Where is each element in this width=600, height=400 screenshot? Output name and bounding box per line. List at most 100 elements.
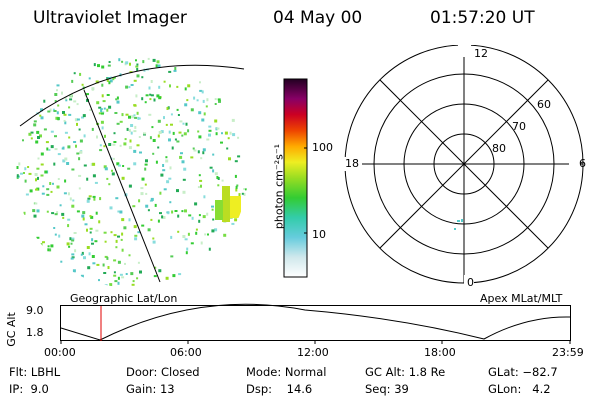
speckle-pixel <box>36 236 40 239</box>
speckle-pixel <box>214 103 217 105</box>
speckle-pixel <box>101 126 104 130</box>
speckle-pixel <box>133 104 137 107</box>
speckle-pixel <box>152 139 156 142</box>
speckle-pixel <box>165 276 169 280</box>
speckle-pixel <box>232 133 236 137</box>
speckle-pixel <box>97 64 100 68</box>
speckle-pixel <box>117 235 120 238</box>
speckle-pixel <box>125 61 129 65</box>
speckle-pixel <box>68 136 71 139</box>
speckle-pixel <box>208 129 212 132</box>
speckle-pixel <box>81 214 85 218</box>
speckle-pixel <box>112 77 115 81</box>
speckle-pixel <box>75 144 77 148</box>
speckle-pixel <box>112 143 116 146</box>
speckle-pixel <box>42 241 45 244</box>
speckle-pixel <box>141 224 145 227</box>
speckle-pixel <box>152 240 156 244</box>
speckle-pixel <box>52 182 54 185</box>
speckle-pixel <box>37 176 39 180</box>
speckle-pixel <box>136 111 139 115</box>
speckle-pixel <box>196 99 199 102</box>
speckle-pixel <box>178 273 182 276</box>
mlt-label-bottom: 0 <box>467 276 474 289</box>
speckle-pixel <box>50 190 53 193</box>
speckle-pixel <box>141 76 144 79</box>
speckle-pixel <box>54 233 57 236</box>
speckle-pixel <box>136 74 140 78</box>
speckle-pixel <box>67 218 71 221</box>
speckle-pixel <box>121 113 124 117</box>
speckle-pixel <box>70 94 73 97</box>
speckle-pixel <box>163 80 166 83</box>
speckle-pixel <box>104 167 108 171</box>
speckle-pixel <box>113 259 117 262</box>
gain-info: Gain: 13 <box>126 382 175 396</box>
speckle-pixel <box>64 157 68 161</box>
speckle-pixel <box>60 260 63 263</box>
speckle-pixel <box>35 178 37 182</box>
timeline-ytick-top: 9.0 <box>26 304 44 317</box>
speckle-pixel <box>88 252 91 256</box>
speckle-pixel <box>152 237 155 240</box>
speckle-pixel <box>184 209 187 213</box>
speckle-pixel <box>54 213 58 216</box>
speckle-pixel <box>134 125 137 129</box>
time-label: 01:57:20 UT <box>430 8 535 28</box>
color-scale-bar <box>283 78 308 278</box>
speckle-pixel <box>185 122 188 126</box>
speckle-pixel <box>36 209 40 213</box>
speckle-pixel <box>143 132 147 135</box>
speckle-pixel <box>98 220 101 224</box>
speckle-pixel <box>79 72 82 76</box>
geographic-image-panel <box>16 57 247 287</box>
speckle-pixel <box>199 81 201 84</box>
speckle-pixel <box>186 99 189 102</box>
speckle-pixel <box>131 115 135 119</box>
speckle-pixel <box>212 153 215 156</box>
speckle-pixel <box>156 60 160 64</box>
speckle-pixel <box>181 210 184 213</box>
speckle-pixel <box>20 172 23 175</box>
meridian-line <box>83 89 161 283</box>
speckle-pixel <box>150 94 154 97</box>
speckle-pixel <box>174 138 177 141</box>
speckle-pixel <box>129 139 132 143</box>
speckle-pixel <box>58 234 61 238</box>
timeline-xtick-0600: 06:00 <box>170 346 202 359</box>
speckle-pixel <box>24 179 27 183</box>
speckle-pixel <box>50 130 54 133</box>
left-panel-caption: Geographic Lat/Lon <box>70 292 178 305</box>
speckle-pixel <box>71 204 75 208</box>
speckle-pixel <box>228 157 231 161</box>
speckle-pixel <box>91 242 94 245</box>
speckle-pixel <box>130 131 133 135</box>
speckle-pixel <box>166 180 170 184</box>
speckle-pixel <box>50 244 54 248</box>
speckle-pixel <box>123 142 127 146</box>
speckle-pixel <box>184 87 187 91</box>
speckle-pixel <box>57 117 60 121</box>
speckle-pixel <box>37 136 40 139</box>
speckle-pixel <box>128 146 132 150</box>
speckle-pixel <box>141 97 144 101</box>
speckle-pixel <box>111 169 113 172</box>
speckle-pixel <box>128 184 132 188</box>
speckle-pixel <box>118 164 121 167</box>
speckle-pixel <box>96 263 100 266</box>
speckle-pixel <box>95 229 99 232</box>
speckle-pixel <box>108 61 111 63</box>
speckle-pixel <box>195 231 198 235</box>
speckle-pixel <box>61 212 65 216</box>
speckle-pixel <box>47 248 50 252</box>
speckle-pixel <box>114 280 118 283</box>
speckle-pixel <box>69 237 72 241</box>
speckle-pixel <box>184 103 188 107</box>
speckle-pixel <box>142 60 145 64</box>
speckle-pixel <box>121 248 124 252</box>
speckle-pixel <box>159 212 162 215</box>
speckle-pixel <box>100 120 104 124</box>
speckle-pixel <box>98 279 100 282</box>
speckle-pixel <box>99 197 102 201</box>
